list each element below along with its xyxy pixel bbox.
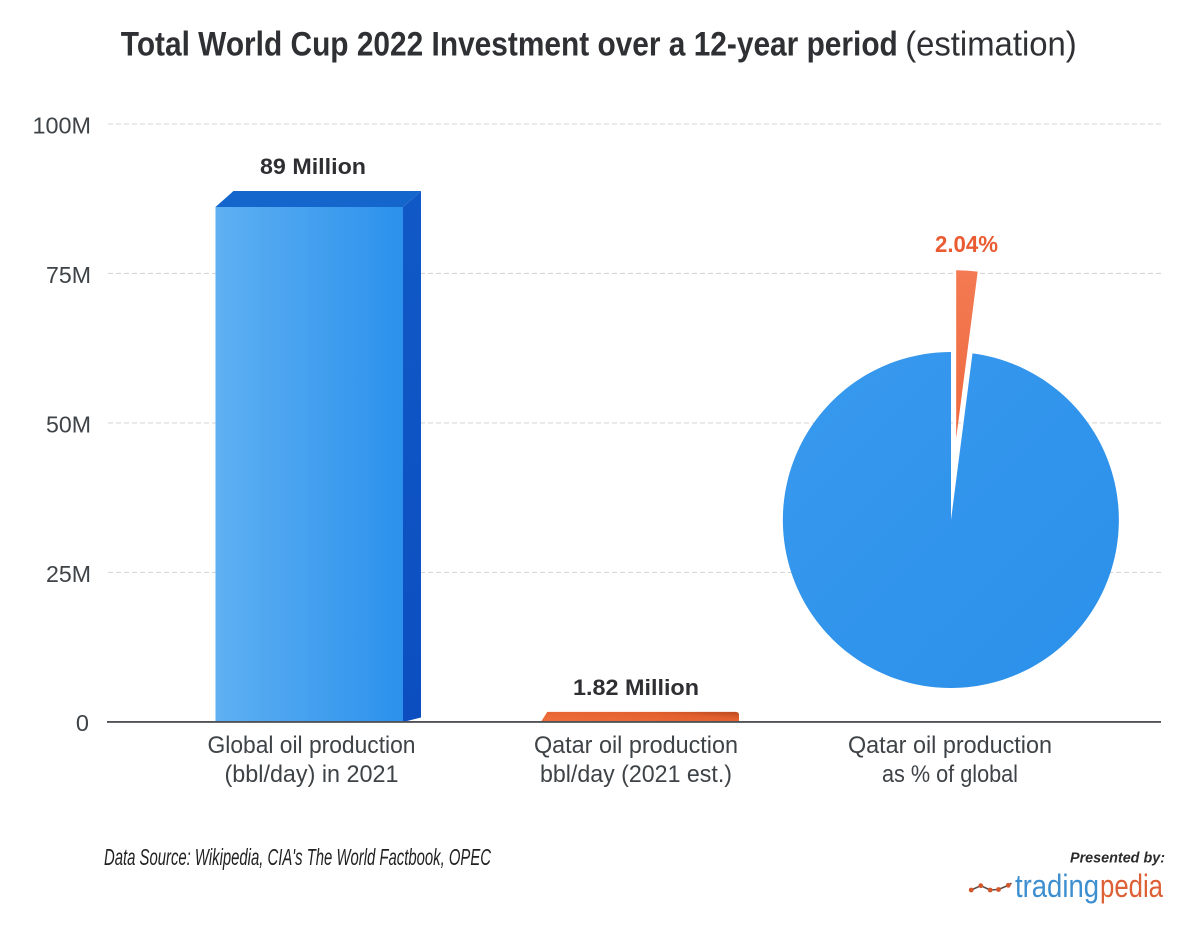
svg-text:bbl/day (2021 est.): bbl/day (2021 est.): [540, 761, 732, 788]
svg-text:(estimation): (estimation): [905, 26, 1076, 64]
svg-text:Data Source: Wikipedia, CIA's: Data Source: Wikipedia, CIA's The World …: [104, 844, 491, 870]
svg-text:50M: 50M: [46, 411, 91, 437]
svg-text:89 Million: 89 Million: [260, 154, 366, 179]
svg-text:0: 0: [76, 710, 89, 736]
svg-text:as % of global: as % of global: [882, 761, 1018, 788]
svg-text:75M: 75M: [46, 262, 91, 288]
svg-text:1.82 Million: 1.82 Million: [573, 675, 699, 700]
svg-text:Qatar oil production: Qatar oil production: [848, 732, 1052, 759]
svg-text:(bbl/day) in 2021: (bbl/day) in 2021: [225, 761, 399, 788]
svg-text:Total World Cup 2022 Investmen: Total World Cup 2022 Investment over a 1…: [121, 26, 898, 64]
svg-text:2.04%: 2.04%: [935, 231, 998, 257]
svg-text:Presented by:: Presented by:: [1070, 850, 1165, 867]
svg-text:25M: 25M: [46, 561, 91, 587]
svg-text:Qatar oil production: Qatar oil production: [534, 732, 738, 759]
svg-text:pedia: pedia: [1100, 868, 1163, 904]
svg-text:trading: trading: [1015, 868, 1099, 904]
svg-text:Global oil production: Global oil production: [208, 732, 416, 759]
svg-text:100M: 100M: [33, 113, 92, 139]
